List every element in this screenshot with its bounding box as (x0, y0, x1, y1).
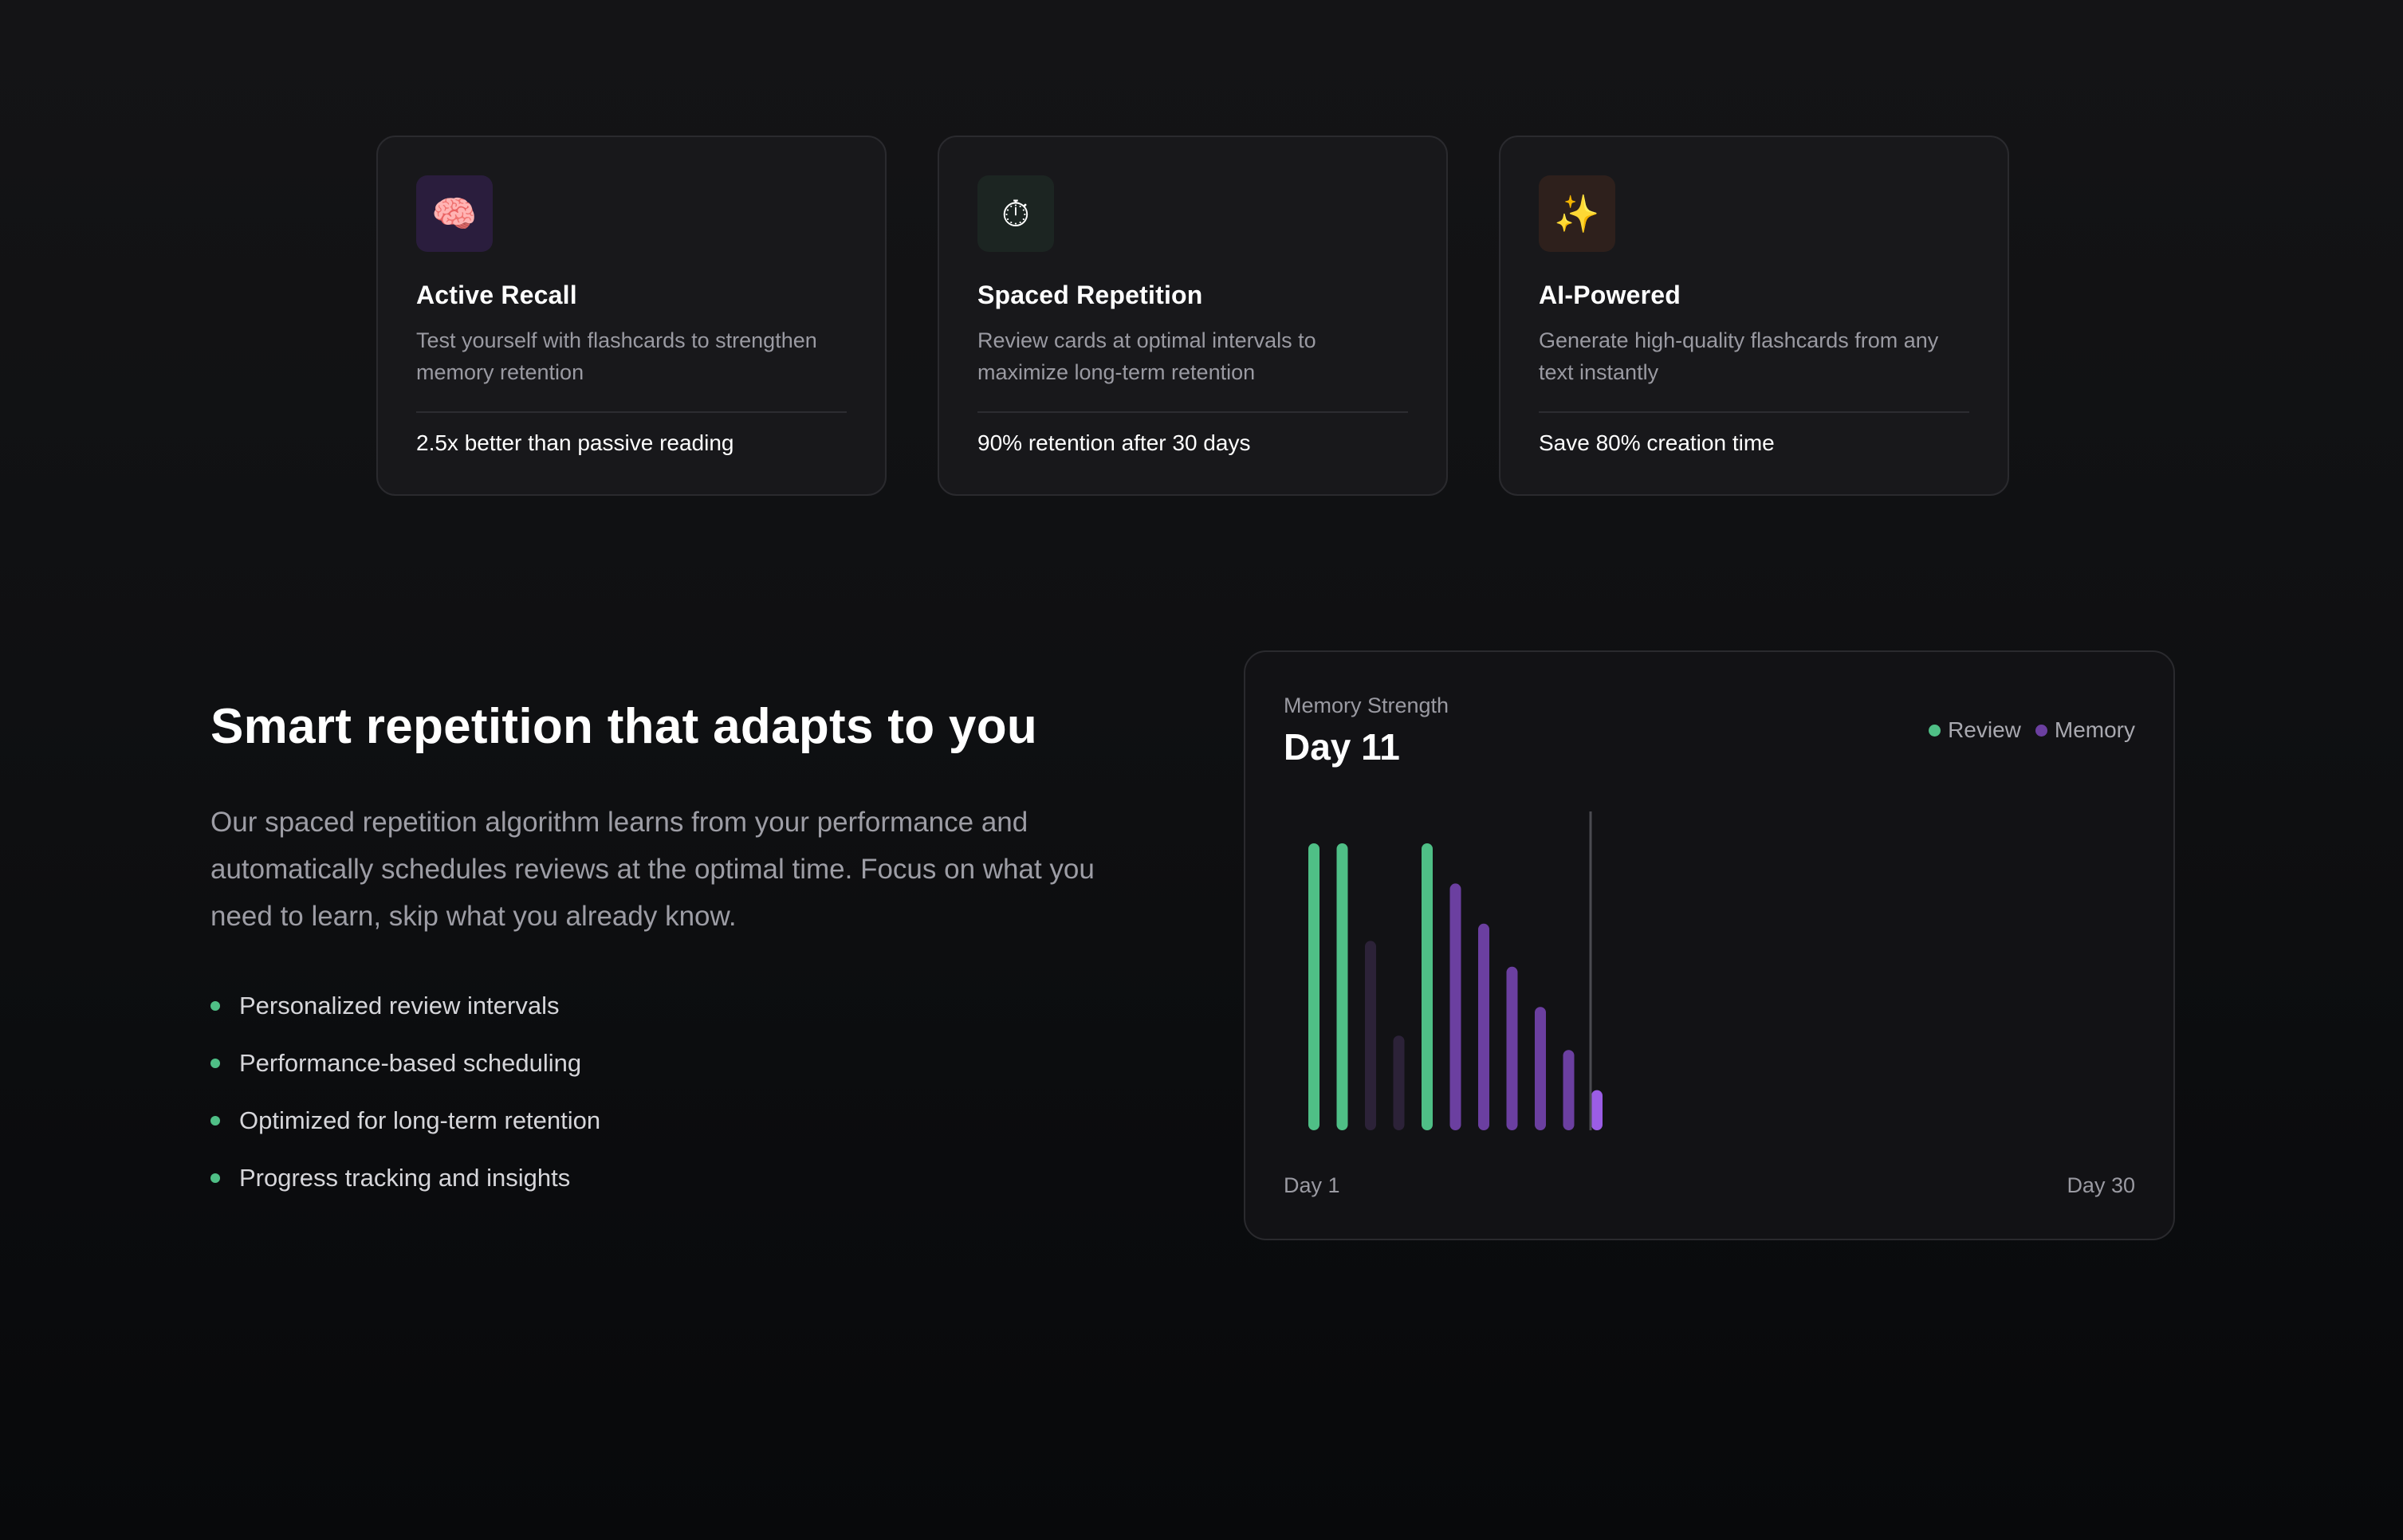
chart-bar-day-3 (1365, 941, 1376, 1130)
card-divider (1539, 411, 1969, 413)
bullet-dot-icon (210, 1059, 220, 1068)
brain-icon: 🧠 (416, 175, 493, 252)
chart-bar-day-11 (1591, 1090, 1603, 1130)
bullet-dot-icon (210, 1173, 220, 1183)
memory-strength-chart (1308, 811, 1603, 1130)
section-paragraph: Our spaced repetition algorithm learns f… (210, 807, 1095, 932)
stopwatch-icon: ⏱ (977, 175, 1054, 252)
feature-description: Review cards at optimal intervals to max… (977, 328, 1316, 384)
chart-bar-day-7 (1478, 923, 1489, 1130)
list-item: Performance-based scheduling (210, 1035, 600, 1092)
list-item-label: Personalized review intervals (239, 992, 560, 1019)
bullet-dot-icon (210, 1001, 220, 1011)
feature-description: Test yourself with flashcards to strengt… (416, 328, 817, 384)
chart-bar-day-1 (1308, 843, 1319, 1130)
legend-label: Review (1948, 717, 2021, 742)
x-axis-start-label: Day 1 (1284, 1173, 1340, 1197)
memory-strength-chart-card: Memory Strength Day 11 Review Memory Day… (1244, 650, 2175, 1240)
x-axis-end-label: Day 30 (2067, 1173, 2135, 1197)
feature-bullet-list: Personalized review intervals Performanc… (210, 977, 600, 1207)
list-item-label: Optimized for long-term retention (239, 1106, 601, 1134)
feature-title: AI-Powered (1539, 281, 1681, 309)
card-divider (977, 411, 1408, 413)
chart-bar-day-9 (1535, 1007, 1546, 1130)
card-divider (416, 411, 847, 413)
chart-label: Memory Strength (1284, 693, 1449, 717)
chart-bar-day-6 (1449, 883, 1461, 1130)
section-headline: Smart repetition that adapts to you (210, 699, 1038, 754)
bullet-dot-icon (210, 1116, 220, 1126)
feature-title: Active Recall (416, 281, 577, 309)
feature-card-active-recall: 🧠 Active Recall Test yourself with flash… (376, 136, 887, 496)
legend-dot-icon (2035, 724, 2047, 737)
magic-wand-icon: ✨ (1539, 175, 1615, 252)
feature-card-ai-powered: ✨ AI-Powered Generate high-quality flash… (1499, 136, 2009, 496)
chart-bar-day-4 (1393, 1035, 1405, 1130)
feature-cards: 🧠 Active Recall Test yourself with flash… (376, 136, 2009, 496)
feature-description: Generate high-quality flashcards from an… (1539, 328, 1939, 384)
current-day-value: Day 11 (1284, 726, 1400, 768)
chart-bar-day-8 (1506, 966, 1518, 1130)
list-item: Personalized review intervals (210, 977, 600, 1035)
feature-stat: Save 80% creation time (1539, 430, 1775, 455)
list-item-label: Performance-based scheduling (239, 1049, 582, 1077)
legend-dot-icon (1929, 724, 1941, 737)
feature-card-spaced-repetition: ⏱ Spaced Repetition Review cards at opti… (938, 136, 1448, 496)
chart-legend: Review Memory (1914, 717, 2135, 743)
list-item: Optimized for long-term retention (210, 1092, 600, 1149)
list-item-label: Progress tracking and insights (239, 1164, 571, 1192)
chart-bar-day-2 (1336, 843, 1348, 1130)
feature-stat: 2.5x better than passive reading (416, 430, 734, 455)
chart-bar-day-10 (1563, 1050, 1575, 1130)
chart-bar-day-5 (1422, 843, 1433, 1130)
feature-title: Spaced Repetition (977, 281, 1203, 309)
list-item: Progress tracking and insights (210, 1149, 600, 1207)
legend-item-memory: Memory (2035, 717, 2135, 743)
legend-label: Memory (2054, 717, 2135, 742)
legend-item-review: Review (1929, 717, 2021, 743)
feature-stat: 90% retention after 30 days (977, 430, 1251, 455)
